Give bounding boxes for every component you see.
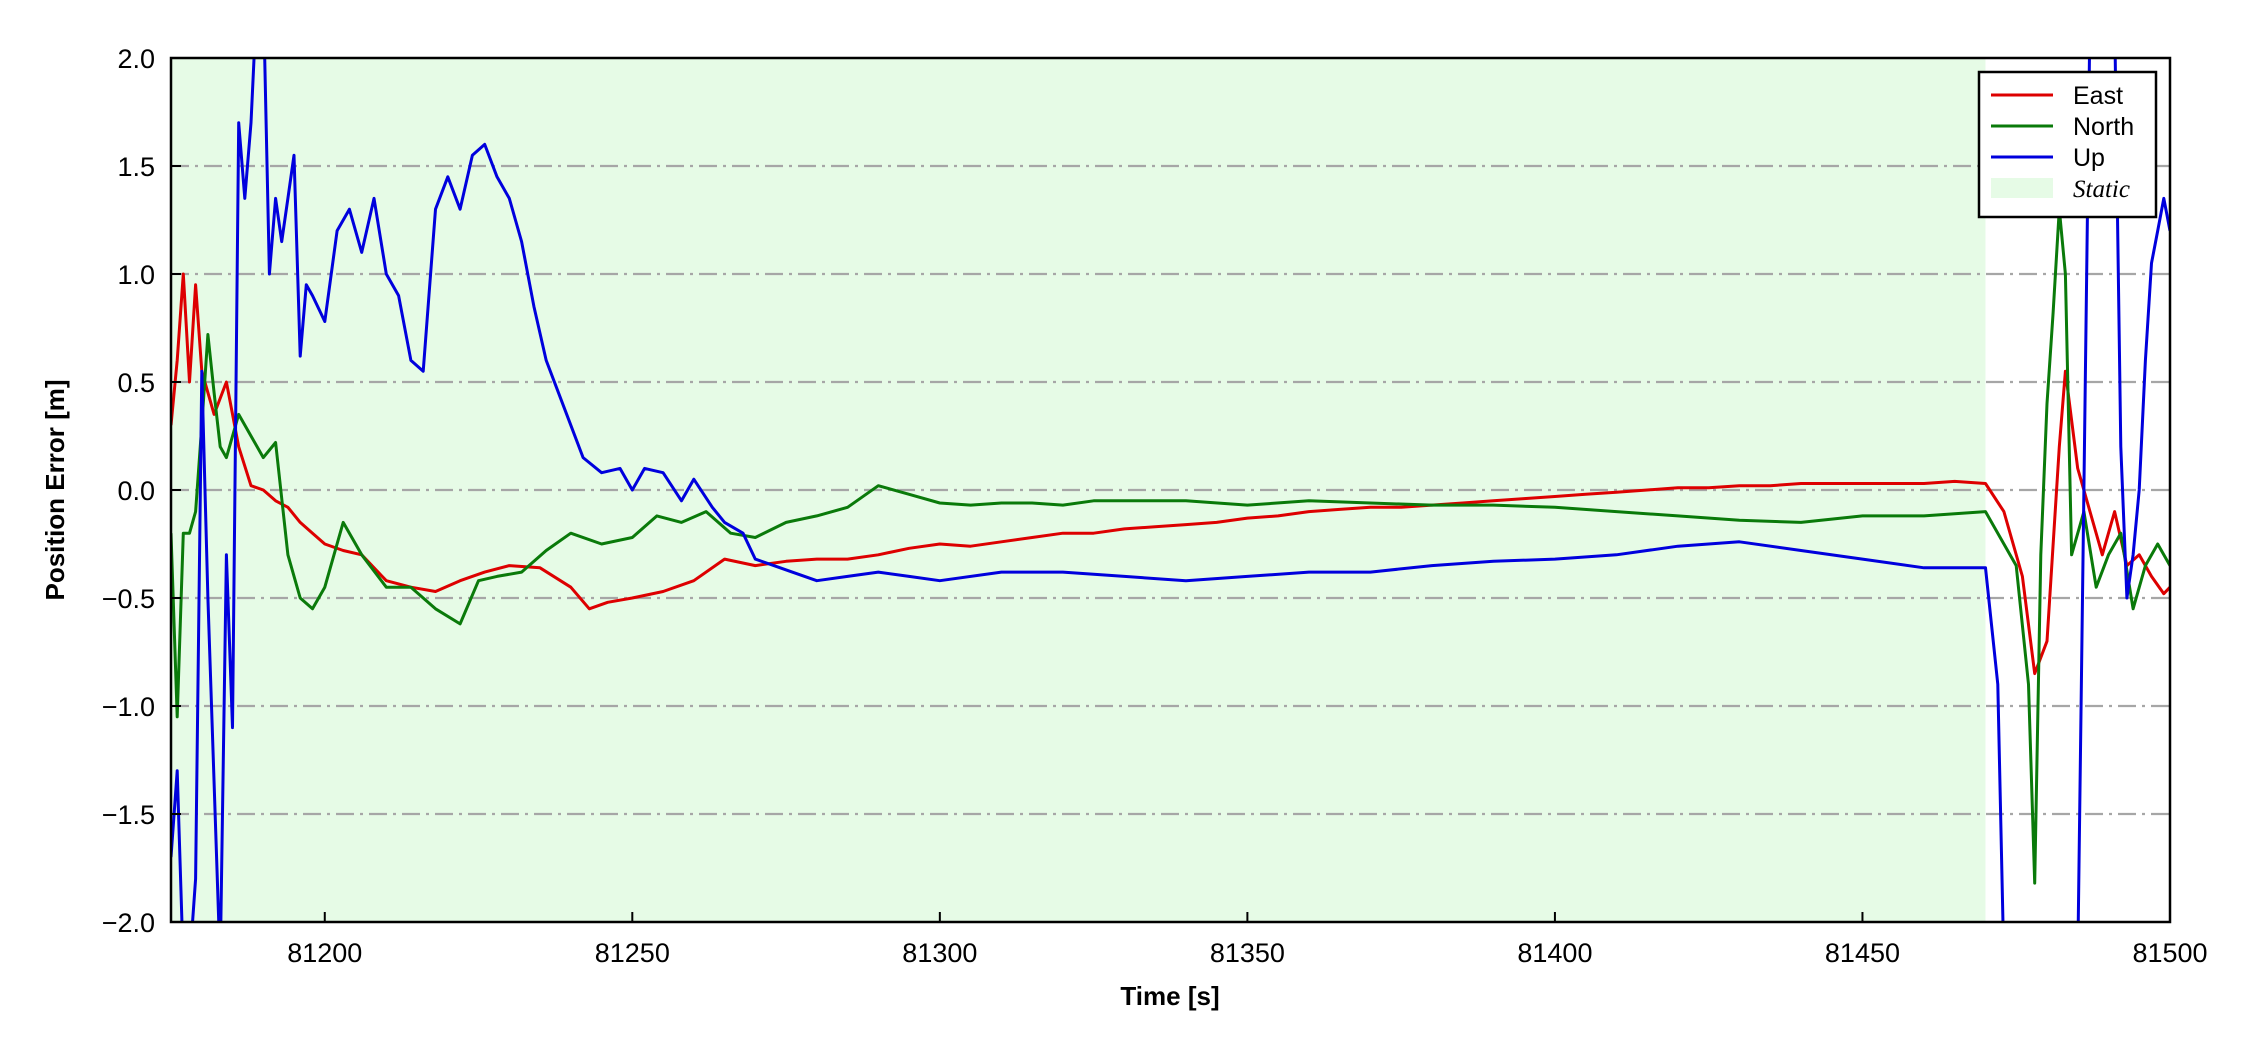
- x-axis-label: Time [s]: [1120, 981, 1219, 1011]
- legend-label-static: Static: [2073, 176, 2130, 203]
- y-tick-label: −2.0: [102, 908, 155, 938]
- legend-label-east: East: [2073, 82, 2123, 110]
- x-tick-label: 81350: [1210, 938, 1285, 968]
- x-tick-label: 81500: [2132, 938, 2207, 968]
- grid-lines: [171, 164, 2170, 816]
- y-ticks: −2.0 −1.5 −1.0 −0.5 0.0 0.5 1.0 1.5 2.0: [102, 44, 181, 938]
- y-tick-label: 1.5: [117, 152, 155, 182]
- series-lines: [171, 58, 2170, 922]
- y-tick-label: −0.5: [102, 584, 155, 614]
- legend: East North Up Static: [1977, 70, 2158, 219]
- x-tick-label: 81400: [1517, 938, 1592, 968]
- x-tick-label: 81450: [1825, 938, 1900, 968]
- series-line-north: [171, 207, 2170, 885]
- x-tick-label: 81300: [902, 938, 977, 968]
- legend-label-north: North: [2073, 113, 2134, 141]
- y-axis-label: Position Error [m]: [40, 379, 70, 600]
- y-tick-label: −1.0: [102, 692, 155, 722]
- y-tick-label: −1.5: [102, 800, 155, 830]
- series-line-east: [171, 272, 2170, 676]
- series-line-up: [171, 58, 2170, 922]
- y-tick-label: 0.5: [117, 368, 155, 398]
- legend-label-up: Up: [2073, 144, 2105, 172]
- y-tick-label: 0.0: [117, 476, 155, 506]
- x-tick-label: 81250: [595, 938, 670, 968]
- y-tick-label: 1.0: [117, 260, 155, 290]
- x-ticks: 81200 81250 81300 81350 81400 81450 81500: [287, 912, 2208, 968]
- y-tick-label: 2.0: [117, 44, 155, 74]
- x-tick-label: 81200: [287, 938, 362, 968]
- legend-swatch-static: [1991, 178, 2053, 198]
